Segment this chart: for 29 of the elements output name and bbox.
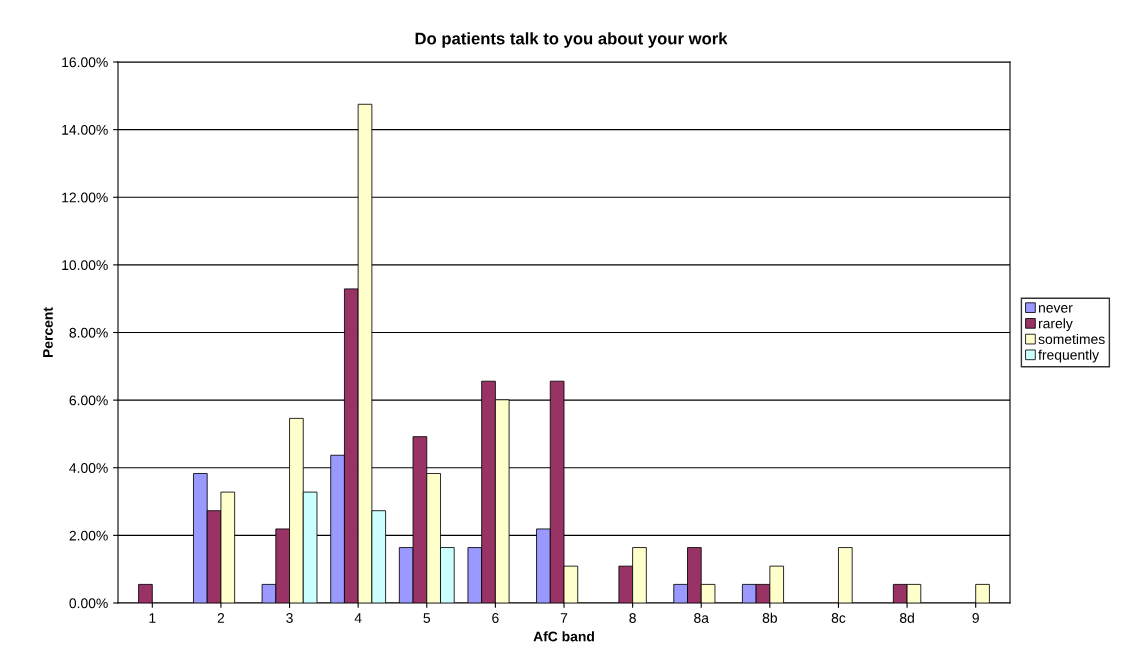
legend-label: frequently <box>1038 349 1100 363</box>
x-tick-label: 8c <box>831 613 846 623</box>
y-tick-label: 8.00% <box>69 327 108 338</box>
y-tick-label: 6.00% <box>69 395 108 406</box>
y-axis-title: Percent <box>43 307 53 358</box>
x-tick-label: 8 <box>629 613 636 623</box>
y-tick-label: 4.00% <box>69 463 108 473</box>
x-tick-label: 1 <box>149 613 156 623</box>
legend-label: sometimes <box>1038 333 1105 345</box>
x-axis-title: AfC band <box>533 631 594 642</box>
x-tick-label: 8a <box>694 613 709 623</box>
x-tick-label: 3 <box>286 613 293 623</box>
x-tick-label: 2 <box>217 613 225 623</box>
legend-label: rarely <box>1038 318 1073 332</box>
x-tick-label: 5 <box>423 613 431 623</box>
y-tick-label: 2.00% <box>69 530 108 541</box>
y-tick-label: 0.00% <box>69 598 108 609</box>
x-tick-label: 8d <box>899 612 914 623</box>
y-tick-label: 10.00% <box>62 260 108 271</box>
x-tick-label: 6 <box>492 613 499 623</box>
y-tick-label: 16.00% <box>62 57 108 68</box>
x-tick-label: 8b <box>762 612 777 623</box>
x-tick-label: 4 <box>354 613 362 623</box>
x-tick-label: 9 <box>972 613 979 623</box>
x-tick-label: 7 <box>560 613 568 623</box>
y-tick-label: 12.00% <box>62 192 108 203</box>
y-tick-label: 14.00% <box>62 124 108 135</box>
legend-label: never <box>1038 305 1073 313</box>
chart-title: Do patients talk to you about your work <box>415 32 728 48</box>
